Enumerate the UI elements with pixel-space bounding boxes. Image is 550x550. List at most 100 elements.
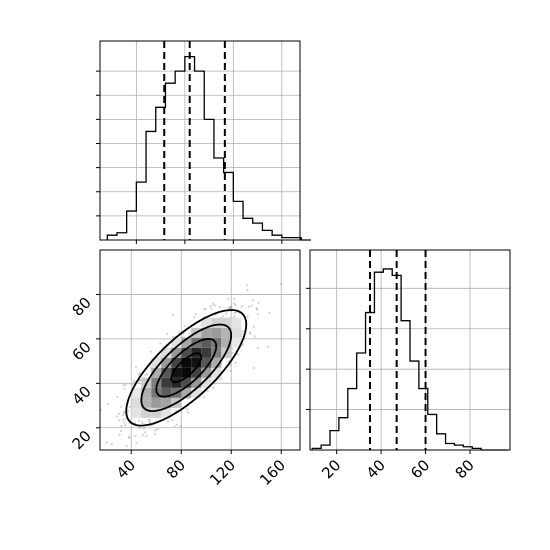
density-cell: [181, 357, 192, 368]
scatter-point: [217, 378, 220, 381]
scatter-point: [142, 427, 145, 430]
scatter-point: [171, 419, 174, 422]
scatter-point: [137, 419, 140, 422]
scatter-point: [235, 311, 238, 314]
scatter-point: [255, 307, 258, 310]
joint-tick-label-x: 120: [206, 456, 239, 489]
density-cell: [191, 357, 202, 368]
scatter-point: [230, 305, 233, 308]
density-cell: [131, 397, 142, 408]
scatter-point: [141, 421, 144, 424]
scatter-point: [138, 427, 141, 430]
scatter-point: [188, 332, 191, 335]
scatter-point: [268, 311, 271, 314]
density-cell: [151, 377, 162, 388]
density-cell: [171, 347, 182, 358]
scatter-point: [246, 289, 249, 292]
scatter-point: [154, 429, 157, 432]
scatter-point: [212, 386, 215, 389]
joint-tick-label-y: 80: [69, 294, 95, 320]
density-cell: [181, 387, 192, 398]
scatter-point: [279, 283, 283, 286]
scatter-point: [233, 297, 236, 300]
scatter-point: [172, 313, 175, 316]
scatter-point: [206, 389, 209, 393]
scatter-point: [144, 374, 147, 377]
hist-y-tick-label-x: 80: [452, 456, 478, 482]
scatter-point: [125, 445, 128, 448]
scatter-point: [231, 351, 234, 354]
scatter-point: [159, 342, 162, 345]
density-cell: [151, 407, 162, 418]
scatter-point: [182, 332, 185, 336]
density-cell: [181, 367, 192, 378]
density-cell: [201, 337, 212, 348]
scatter-point: [246, 315, 249, 318]
scatter-point: [105, 441, 108, 444]
density-cell: [211, 367, 222, 378]
scatter-point: [139, 379, 142, 382]
joint-tick-label-y: 60: [69, 338, 95, 364]
scatter-point: [253, 335, 256, 338]
scatter-point: [124, 383, 127, 387]
scatter-point: [141, 434, 145, 437]
density-cell: [231, 327, 242, 338]
hist-y-tick-label-x: 20: [318, 456, 344, 482]
scatter-point: [122, 411, 125, 414]
joint-tick-label-y: 40: [69, 382, 95, 408]
hist-y-frame: [309, 249, 511, 451]
density-cell: [221, 337, 232, 348]
density-cell: [231, 337, 242, 348]
scatter-point: [203, 308, 206, 311]
scatter-point: [139, 378, 142, 382]
scatter-point: [159, 355, 162, 358]
scatter-point: [227, 297, 230, 300]
joint-tick-label-x: 80: [163, 456, 189, 482]
density-cell: [211, 327, 222, 338]
scatter-point: [212, 302, 215, 305]
scatter-point: [132, 380, 135, 383]
scatter-point: [233, 315, 236, 318]
scatter-point: [194, 313, 197, 316]
joint-frame: [99, 249, 301, 451]
scatter-point: [123, 421, 126, 424]
scatter-point: [230, 307, 233, 310]
density-cell: [201, 357, 212, 368]
scatter-point: [229, 306, 232, 309]
scatter-point: [128, 436, 131, 439]
density-cell: [201, 317, 212, 328]
density-cell: [161, 377, 172, 388]
scatter-point: [131, 383, 134, 386]
scatter-point: [146, 372, 149, 376]
scatter-point: [115, 415, 118, 418]
density-cell: [181, 377, 192, 388]
scatter-point: [209, 305, 212, 308]
density-cell: [171, 337, 182, 348]
scatter-point: [229, 369, 232, 372]
hist-y-tick-label-x: 40: [363, 456, 389, 482]
density-cell: [171, 367, 182, 378]
scatter-point: [241, 330, 244, 333]
scatter-point: [135, 442, 138, 445]
density-cell: [221, 327, 232, 338]
density-cell: [191, 387, 202, 398]
joint-tick-label-x: 40: [113, 456, 139, 482]
scatter-point: [126, 410, 129, 413]
scatter-point: [183, 324, 186, 327]
hist-x-frame: [99, 40, 301, 241]
scatter-point: [171, 335, 175, 338]
scatter-point: [106, 402, 109, 405]
scatter-point: [110, 443, 113, 446]
scatter-point: [123, 387, 126, 390]
scatter-point: [237, 353, 240, 356]
scatter-point: [248, 331, 251, 334]
scatter-point: [252, 325, 255, 328]
density-cell: [151, 367, 162, 378]
density-cell: [151, 357, 162, 368]
scatter-point: [252, 366, 255, 370]
density-cell: [211, 317, 222, 328]
scatter-point: [210, 307, 213, 310]
density-cell: [161, 367, 172, 378]
scatter-point: [250, 304, 253, 307]
contour-line: [140, 323, 233, 413]
